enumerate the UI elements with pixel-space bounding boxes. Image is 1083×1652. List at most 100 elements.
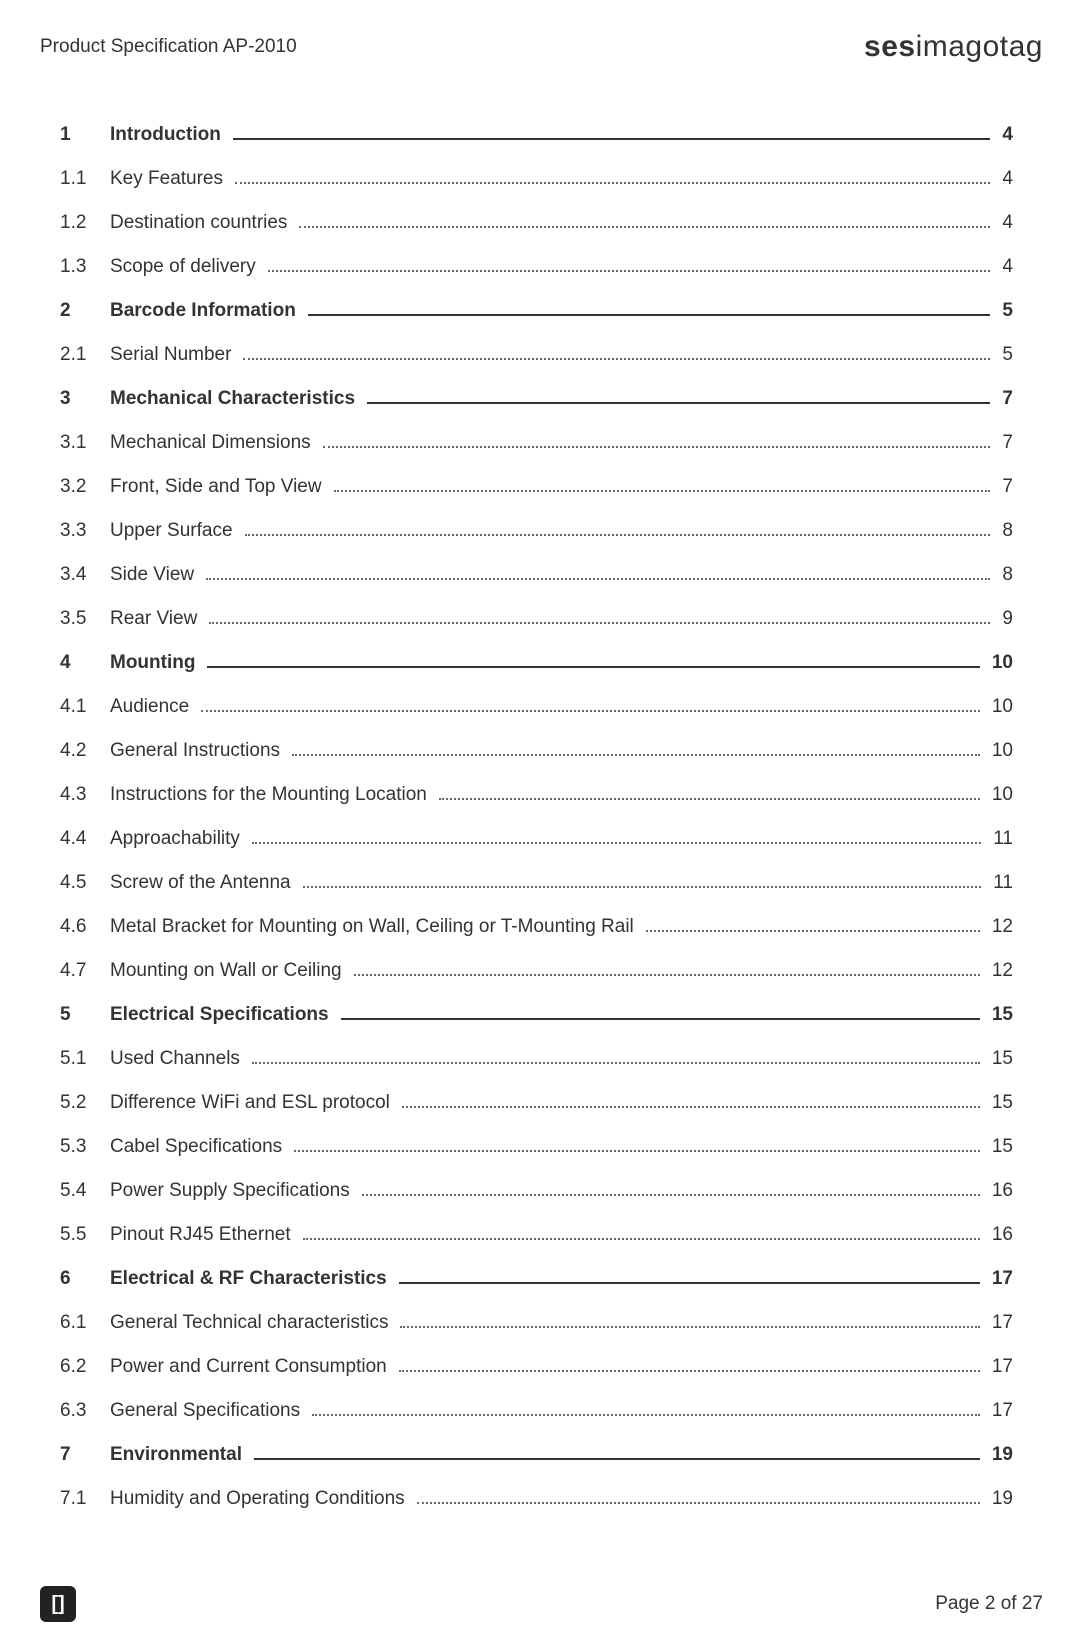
toc-entry[interactable]: 3.3Upper Surface8 [60, 520, 1013, 542]
toc-entry[interactable]: 2.1Serial Number5 [60, 344, 1013, 366]
toc-leader [439, 798, 980, 800]
toc-entry[interactable]: 5.2Difference WiFi and ESL protocol15 [60, 1092, 1013, 1114]
toc-leader [233, 138, 991, 140]
toc-entry[interactable]: 1Introduction4 [60, 124, 1013, 146]
document-title: Product Specification AP-2010 [40, 36, 297, 58]
toc-entry[interactable]: 7.1Humidity and Operating Conditions19 [60, 1488, 1013, 1510]
toc-number: 4.3 [60, 784, 110, 806]
toc-entry[interactable]: 6.3General Specifications17 [60, 1400, 1013, 1422]
toc-page: 7 [994, 388, 1013, 410]
toc-label: Screw of the Antenna [110, 872, 299, 894]
toc-label: Environmental [110, 1444, 250, 1466]
toc-label: Approachability [110, 828, 248, 850]
toc-number: 5.4 [60, 1180, 110, 1202]
toc-number: 3.2 [60, 476, 110, 498]
toc-entry[interactable]: 3.5Rear View9 [60, 608, 1013, 630]
toc-entry[interactable]: 4.4Approachability11 [60, 828, 1013, 850]
logo-bold-part: ses [864, 30, 916, 63]
page-footer: [] Page 2 of 27 [40, 1586, 1043, 1622]
toc-page: 4 [994, 256, 1013, 278]
logo-light-part: imagotag [916, 30, 1043, 63]
toc-entry[interactable]: 7Environmental19 [60, 1444, 1013, 1466]
toc-entry[interactable]: 6.1General Technical characteristics17 [60, 1312, 1013, 1334]
toc-page: 4 [994, 212, 1013, 234]
toc-number: 1 [60, 124, 110, 146]
toc-entry[interactable]: 4.5Screw of the Antenna11 [60, 872, 1013, 894]
toc-entry[interactable]: 4Mounting10 [60, 652, 1013, 674]
toc-page: 16 [984, 1180, 1013, 1202]
table-of-contents: 1Introduction41.1Key Features41.2Destina… [40, 124, 1043, 1510]
toc-entry[interactable]: 4.1Audience10 [60, 696, 1013, 718]
toc-entry[interactable]: 4.2General Instructions10 [60, 740, 1013, 762]
toc-entry[interactable]: 4.6Metal Bracket for Mounting on Wall, C… [60, 916, 1013, 938]
toc-entry[interactable]: 3Mechanical Characteristics7 [60, 388, 1013, 410]
toc-entry[interactable]: 5.4Power Supply Specifications16 [60, 1180, 1013, 1202]
toc-page: 5 [994, 300, 1013, 322]
toc-page: 10 [984, 696, 1013, 718]
toc-entry[interactable]: 3.4Side View8 [60, 564, 1013, 586]
toc-label: Cabel Specifications [110, 1136, 290, 1158]
toc-entry[interactable]: 1.3Scope of delivery4 [60, 256, 1013, 278]
toc-label: Barcode Information [110, 300, 304, 322]
toc-label: General Specifications [110, 1400, 308, 1422]
toc-leader [303, 886, 982, 888]
company-logo: sesimagotag [864, 30, 1043, 64]
toc-page: 15 [984, 1048, 1013, 1070]
toc-entry[interactable]: 5.5Pinout RJ45 Ethernet16 [60, 1224, 1013, 1246]
toc-leader [206, 578, 990, 580]
toc-leader [646, 930, 980, 932]
toc-entry[interactable]: 4.7Mounting on Wall or Ceiling12 [60, 960, 1013, 982]
footer-icon: [] [40, 1586, 76, 1622]
toc-number: 6.2 [60, 1356, 110, 1378]
toc-page: 8 [994, 520, 1013, 542]
toc-page: 8 [994, 564, 1013, 586]
toc-label: Mounting [110, 652, 203, 674]
toc-number: 4.2 [60, 740, 110, 762]
toc-label: Electrical Specifications [110, 1004, 337, 1026]
toc-page: 17 [984, 1312, 1013, 1334]
toc-number: 6.1 [60, 1312, 110, 1334]
toc-entry[interactable]: 3.2Front, Side and Top View7 [60, 476, 1013, 498]
toc-label: Introduction [110, 124, 229, 146]
toc-label: Difference WiFi and ESL protocol [110, 1092, 398, 1114]
toc-label: Mechanical Dimensions [110, 432, 319, 454]
toc-page: 19 [984, 1444, 1013, 1466]
toc-number: 2.1 [60, 344, 110, 366]
toc-leader [400, 1326, 979, 1328]
toc-number: 5.1 [60, 1048, 110, 1070]
toc-page: 10 [984, 652, 1013, 674]
toc-page: 16 [984, 1224, 1013, 1246]
toc-leader [235, 182, 990, 184]
toc-entry[interactable]: 3.1Mechanical Dimensions7 [60, 432, 1013, 454]
page-header: Product Specification AP-2010 sesimagota… [40, 30, 1043, 64]
page-number: Page 2 of 27 [935, 1593, 1043, 1615]
toc-entry[interactable]: 1.1Key Features4 [60, 168, 1013, 190]
toc-number: 4.7 [60, 960, 110, 982]
toc-label: General Instructions [110, 740, 288, 762]
toc-page: 17 [984, 1356, 1013, 1378]
toc-leader [334, 490, 991, 492]
toc-page: 11 [985, 828, 1013, 850]
toc-entry[interactable]: 6Electrical & RF Characteristics17 [60, 1268, 1013, 1290]
toc-leader [303, 1238, 980, 1240]
toc-page: 5 [994, 344, 1013, 366]
toc-entry[interactable]: 5.3Cabel Specifications15 [60, 1136, 1013, 1158]
toc-entry[interactable]: 6.2Power and Current Consumption 17 [60, 1356, 1013, 1378]
toc-leader [312, 1414, 980, 1416]
toc-label: Power and Current Consumption [110, 1356, 395, 1378]
toc-number: 4.5 [60, 872, 110, 894]
toc-leader [254, 1458, 980, 1460]
toc-number: 3 [60, 388, 110, 410]
toc-page: 19 [984, 1488, 1013, 1510]
toc-leader [252, 842, 981, 844]
toc-number: 4.6 [60, 916, 110, 938]
toc-entry[interactable]: 2Barcode Information5 [60, 300, 1013, 322]
toc-entry[interactable]: 1.2Destination countries4 [60, 212, 1013, 234]
toc-leader [209, 622, 990, 624]
toc-leader [201, 710, 980, 712]
toc-entry[interactable]: 5Electrical Specifications15 [60, 1004, 1013, 1026]
toc-number: 1.3 [60, 256, 110, 278]
toc-entry[interactable]: 5.1Used Channels15 [60, 1048, 1013, 1070]
toc-entry[interactable]: 4.3Instructions for the Mounting Locatio… [60, 784, 1013, 806]
toc-page: 4 [994, 168, 1013, 190]
